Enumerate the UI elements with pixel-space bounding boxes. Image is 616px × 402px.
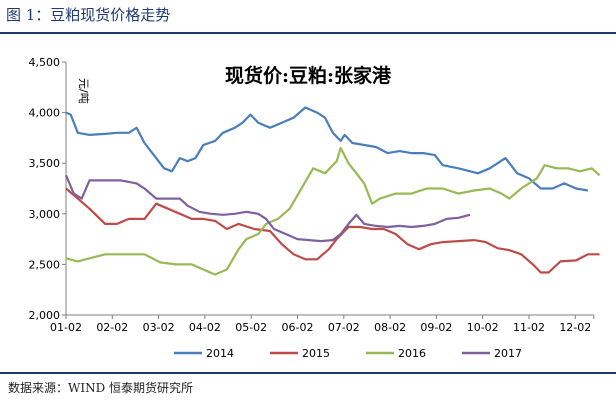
- series-line-2016: [65, 146, 601, 276]
- series-line-2014: [65, 106, 589, 192]
- source-note: 数据来源：WIND 恒泰期货研究所: [8, 381, 194, 395]
- chart-title: 现货价:豆粕:张家港: [225, 64, 392, 87]
- x-tick-label: 04-02: [189, 321, 221, 334]
- x-tick-label: 11-02: [513, 321, 545, 334]
- top-rule: [0, 32, 616, 34]
- y-tick-label: 4,500: [29, 56, 61, 69]
- y-tick-label: 2,000: [29, 309, 61, 322]
- y-tick-label: 3,000: [29, 208, 61, 221]
- y-tick-label: 4,000: [29, 107, 61, 120]
- x-tick-label: 05-02: [235, 321, 267, 334]
- x-tick-label: 09-02: [420, 321, 452, 334]
- x-tick-label: 12-02: [559, 321, 591, 334]
- figure-title: 图 1：豆粕现货价格走势: [6, 6, 171, 24]
- chart-legend: 2014 2015 2016 2017: [174, 347, 522, 360]
- y-tick-label: 2,500: [29, 258, 61, 271]
- x-tick-label: 06-02: [282, 321, 314, 334]
- legend-label-2015: 2015: [302, 347, 330, 360]
- x-tick-label: 08-02: [374, 321, 406, 334]
- series-line-2017: [64, 174, 471, 243]
- x-tick-label: 02-02: [96, 321, 128, 334]
- x-tick-label: 01-02: [50, 321, 82, 334]
- legend-label-2016: 2016: [398, 347, 426, 360]
- y-tick-label: 3,500: [29, 157, 61, 170]
- bottom-rule: [0, 372, 616, 374]
- y-axis-unit: 元/吨: [77, 78, 90, 104]
- legend-label-2014: 2014: [206, 347, 234, 360]
- x-tick-label: 03-02: [143, 321, 175, 334]
- x-tick-label: 10-02: [467, 321, 499, 334]
- x-tick-label: 07-02: [328, 321, 360, 334]
- chart-series: [64, 106, 601, 276]
- legend-label-2017: 2017: [494, 347, 522, 360]
- series-line-2015: [65, 187, 600, 274]
